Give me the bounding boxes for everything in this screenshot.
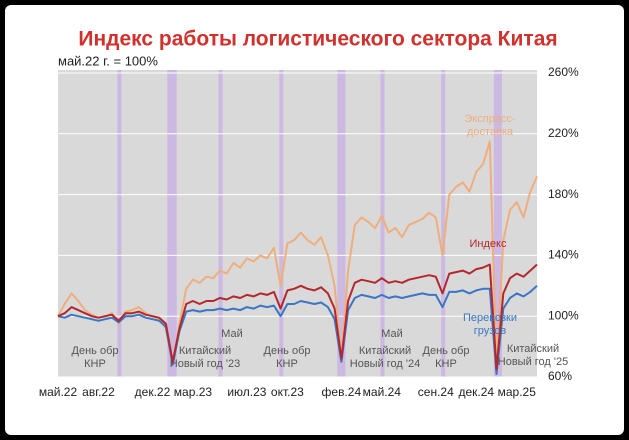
y-tick-label: 140% (548, 248, 579, 262)
series-label: Перевозки грузов (463, 312, 517, 337)
x-tick-label: мар.23 (174, 385, 213, 399)
holiday-band (117, 70, 122, 377)
holiday-band (380, 70, 385, 377)
x-tick-label: мар.25 (498, 385, 537, 399)
x-tick-label: сен.24 (418, 385, 454, 399)
holiday-band (167, 70, 177, 377)
y-tick-label: 100% (548, 308, 579, 322)
x-tick-label: окт.23 (271, 385, 304, 399)
x-tick-label: июл.23 (227, 385, 266, 399)
annotation: День обр КНР (422, 345, 470, 370)
plot-area (58, 70, 537, 377)
annotation: Китайский Новый год '25 (497, 343, 569, 368)
annotation: Май (381, 328, 403, 340)
y-tick-label: 220% (548, 126, 579, 140)
annotation: Май (221, 328, 243, 340)
y-tick-label: 260% (548, 65, 579, 79)
series-line (57, 285, 538, 375)
y-tick-label: 180% (548, 187, 579, 201)
series-line (57, 263, 538, 371)
annotation: День обр КНР (263, 345, 311, 370)
series-label: Индекс (469, 238, 507, 250)
chart-title: Индекс работы логистического сектора Кит… (78, 28, 557, 51)
annotation: День обр КНР (71, 345, 119, 370)
annotation: Китайский Новый год '24 (349, 345, 421, 370)
x-tick-label: дек.22 (135, 385, 171, 399)
x-tick-label: дек.24 (458, 385, 494, 399)
y-tick-label: 60% (548, 369, 572, 383)
x-tick-label: май.24 (363, 385, 402, 399)
series-label: Экспресс-доставка (464, 113, 516, 138)
holiday-band (279, 70, 284, 377)
series-line (57, 140, 538, 371)
x-tick-label: авг.22 (82, 385, 115, 399)
holiday-band (218, 70, 223, 377)
x-tick-label: май.22 (39, 385, 78, 399)
subtitle: май.22 г. = 100% (58, 53, 158, 68)
annotation: Китайский Новый год '23 (169, 345, 241, 370)
holiday-band (441, 70, 446, 377)
holiday-band (337, 70, 346, 377)
x-tick-label: фев.24 (322, 385, 362, 399)
holiday-band (493, 70, 502, 377)
